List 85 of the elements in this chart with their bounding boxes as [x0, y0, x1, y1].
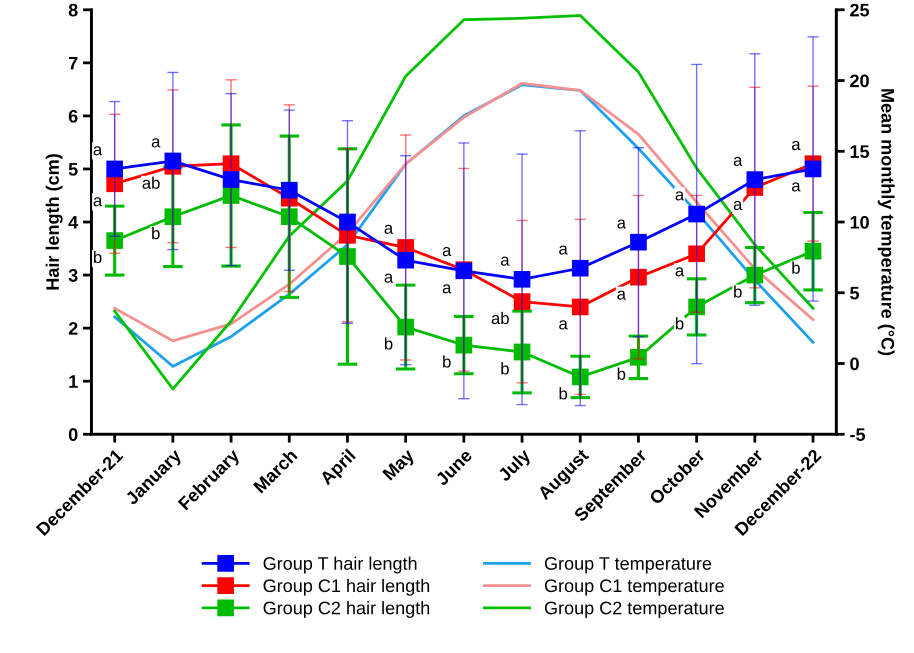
- y-tick-label: 5: [68, 163, 78, 176]
- annotation: ab: [142, 176, 160, 189]
- y2-tick-label: 20: [850, 74, 869, 88]
- annotation: a: [94, 146, 102, 156]
- point: [106, 160, 124, 178]
- annotation: a: [617, 219, 626, 229]
- point: [339, 214, 356, 230]
- y-tick-label: 3: [68, 269, 78, 282]
- annotation: b: [792, 261, 800, 274]
- legend-label: Group C2 temperature: [544, 602, 724, 618]
- y-axis-title: Hair length (cm): [46, 154, 63, 290]
- annotation: b: [443, 355, 451, 368]
- legend-label: Group T hair length: [264, 556, 416, 574]
- annotation: a: [442, 247, 452, 256]
- y-tick-label: 6: [68, 110, 78, 123]
- annotation: a: [734, 156, 742, 166]
- point: [514, 344, 530, 360]
- point: [572, 260, 589, 277]
- annotation: b: [676, 317, 684, 330]
- point: [514, 293, 530, 310]
- annotation: a: [384, 274, 394, 283]
- annotation: a: [559, 245, 568, 255]
- y2-tick-label: 25: [850, 4, 870, 17]
- point: [456, 336, 472, 354]
- point: [746, 266, 764, 284]
- y2-tick-label: -5: [850, 428, 866, 441]
- annotation: b: [618, 368, 626, 380]
- y-tick-label: 8: [68, 4, 78, 17]
- point: [630, 268, 647, 286]
- legend-label: Group C2 hair length: [264, 601, 430, 618]
- y-tick-label: 2: [68, 322, 78, 335]
- annotation: b: [560, 387, 568, 400]
- point: [572, 368, 589, 386]
- annotation: b: [94, 250, 102, 264]
- annotation: a: [676, 267, 684, 276]
- annotation: a: [792, 140, 801, 150]
- annotation: a: [792, 182, 801, 192]
- annotation: a: [734, 200, 742, 210]
- legend-label: Group T temperature: [544, 557, 712, 574]
- annotation: a: [384, 224, 394, 234]
- point: [688, 206, 705, 222]
- point: [164, 152, 182, 170]
- point: [222, 187, 240, 204]
- point: [572, 298, 589, 316]
- point: [222, 171, 240, 188]
- point: [630, 234, 647, 251]
- point: [397, 252, 414, 269]
- annotation: a: [500, 256, 510, 266]
- legend-label: Group C1 hair length: [264, 578, 430, 596]
- y2-axis-title: Mean monthly temperature (°C): [878, 89, 895, 356]
- point: [339, 248, 356, 265]
- annotation: a: [559, 320, 568, 330]
- point: [106, 232, 124, 249]
- y-tick-label: 7: [68, 56, 78, 70]
- point: [804, 242, 822, 260]
- point: [280, 208, 298, 226]
- annotation: a: [152, 138, 160, 148]
- point: [514, 270, 530, 288]
- annotation: b: [501, 362, 509, 375]
- annotation: a: [617, 290, 626, 300]
- point: [222, 155, 240, 172]
- annotation: a: [442, 284, 452, 294]
- annotation: b: [734, 285, 742, 298]
- point: [630, 348, 647, 366]
- legend-label: Group C1 temperature: [544, 579, 724, 596]
- annotation: b: [384, 337, 392, 350]
- point: [164, 208, 182, 226]
- point: [688, 298, 705, 316]
- y2-tick-label: 15: [850, 145, 870, 158]
- annotation: a: [676, 191, 684, 200]
- y-tick-label: 1: [69, 375, 78, 388]
- y-tick-label: 0: [68, 428, 78, 441]
- annotation: ab: [492, 312, 509, 324]
- x-tick-label: May: [382, 448, 418, 484]
- point: [397, 318, 414, 336]
- point: [746, 171, 764, 188]
- y2-tick-label: 5: [850, 286, 860, 300]
- y2-tick-label: 0: [850, 357, 859, 370]
- y-tick-label: 4: [68, 216, 78, 229]
- point: [688, 246, 705, 262]
- annotation: a: [94, 197, 102, 206]
- point: [804, 160, 822, 178]
- y2-tick-label: 10: [850, 216, 869, 229]
- annotation: b: [152, 227, 160, 240]
- point: [280, 182, 298, 199]
